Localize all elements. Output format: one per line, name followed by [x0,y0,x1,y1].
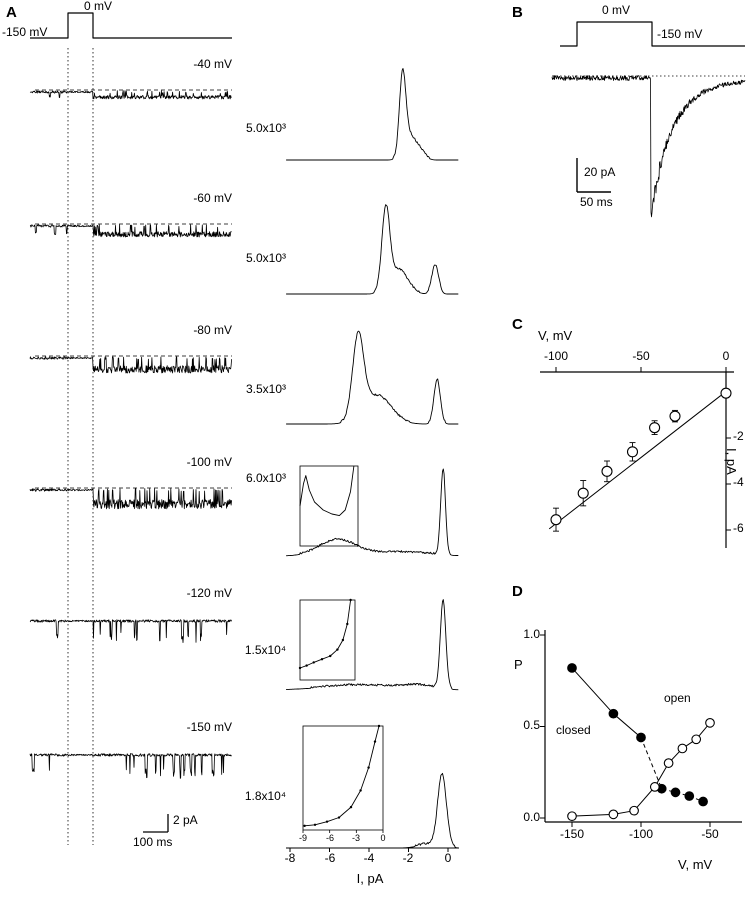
trace-label-5: -150 mV [186,720,232,734]
panel-c-label: C [512,316,523,333]
inset-xtick-3: 0 [380,833,386,843]
c-xtick-2: 0 [722,349,730,363]
inset-xtick-1: -6 [325,833,334,843]
scalebar-b-vertical-label: 20 pA [584,165,616,179]
hist-xtick-4: 0 [444,851,452,865]
protocol-b-pulse-label: 0 mV [601,3,630,17]
scalebar-a-vertical-label: 2 pA [173,813,198,827]
hist-ylabel-1: 5.0x10³ [245,251,286,265]
protocol-b-holding-label: -150 mV [657,27,703,41]
panel-d-label: D [512,583,523,600]
c-ytick-0: -2 [733,429,744,443]
d-xtick-2: -50 [701,827,719,841]
hist-ylabel-2: 3.5x10³ [245,382,286,396]
protocol-a-holding-label: -150 mV [2,25,48,39]
d-ytick-0: 0.0 [523,810,540,824]
hist-xtick-1: -6 [324,851,336,865]
c-ytick-1: -4 [733,475,744,489]
trace-label-1: -60 mV [193,191,232,205]
d-series-label-open: open [664,691,691,705]
trace-label-0: -40 mV [193,57,232,71]
c-yaxis-title: I, pA [724,448,739,475]
inset-xtick-0: -9 [298,833,307,843]
panel-a-label: A [6,4,17,21]
d-ytick-1: 0.5 [523,718,540,732]
d-ytick-2: 1.0 [523,627,540,641]
scalebar-a-horizontal-label: 100 ms [133,835,173,849]
d-xtick-0: -150 [559,827,585,841]
hist-xtick-3: -2 [402,851,414,865]
trace-label-2: -80 mV [193,323,232,337]
inset-xtick-2: -3 [351,833,360,843]
hist-xtick-2: -4 [363,851,375,865]
hist-ylabel-4: 1.5x10⁴ [244,643,286,657]
hist-ylabel-0: 5.0x10³ [245,121,286,135]
hist-ylabel-3: 6.0x10³ [245,471,286,485]
d-xaxis-title: V, mV [678,857,713,872]
trace-label-3: -100 mV [186,455,232,469]
d-xtick-1: -100 [628,827,654,841]
c-xtick-0: -100 [543,349,569,363]
d-series-label-closed: closed [556,723,591,737]
d-yaxis-title: P [514,657,523,672]
c-xtick-1: -50 [632,349,650,363]
panel-b-label: B [512,4,523,21]
protocol-a-pulse-label: 0 mV [84,0,113,13]
hist-xtick-0: -8 [284,851,296,865]
hist-xaxis-title: I, pA [356,871,384,886]
hist-ylabel-5: 1.8x10⁴ [244,789,286,803]
scalebar-b-horizontal-label: 50 ms [580,195,613,209]
c-xaxis-title: V, mV [538,328,573,343]
trace-label-4: -120 mV [186,586,232,600]
c-ytick-2: -6 [733,521,744,535]
